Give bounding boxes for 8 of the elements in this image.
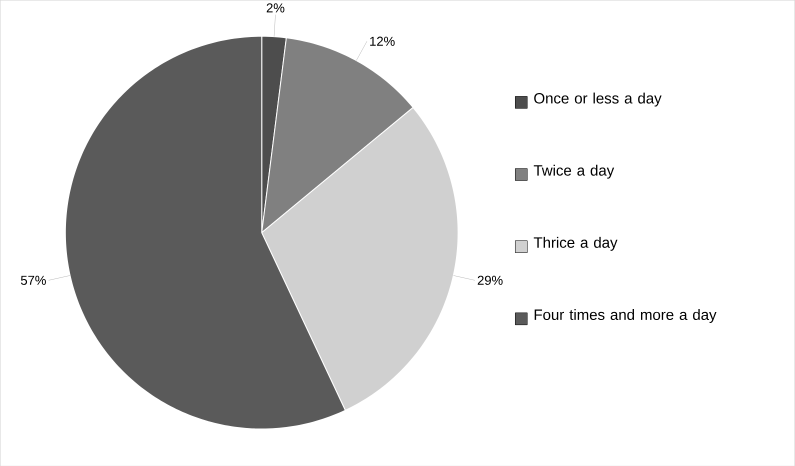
- legend-label: Four times and more a day: [534, 308, 716, 323]
- legend-label: Twice a day: [534, 164, 614, 179]
- data-label: 12%: [370, 36, 395, 46]
- legend-label: Once or less a day: [534, 92, 662, 106]
- data-label: 29%: [478, 276, 503, 285]
- data-label: 2%: [266, 3, 284, 12]
- legend-label: Thrice a day: [534, 236, 618, 251]
- data-label: 57%: [20, 276, 46, 285]
